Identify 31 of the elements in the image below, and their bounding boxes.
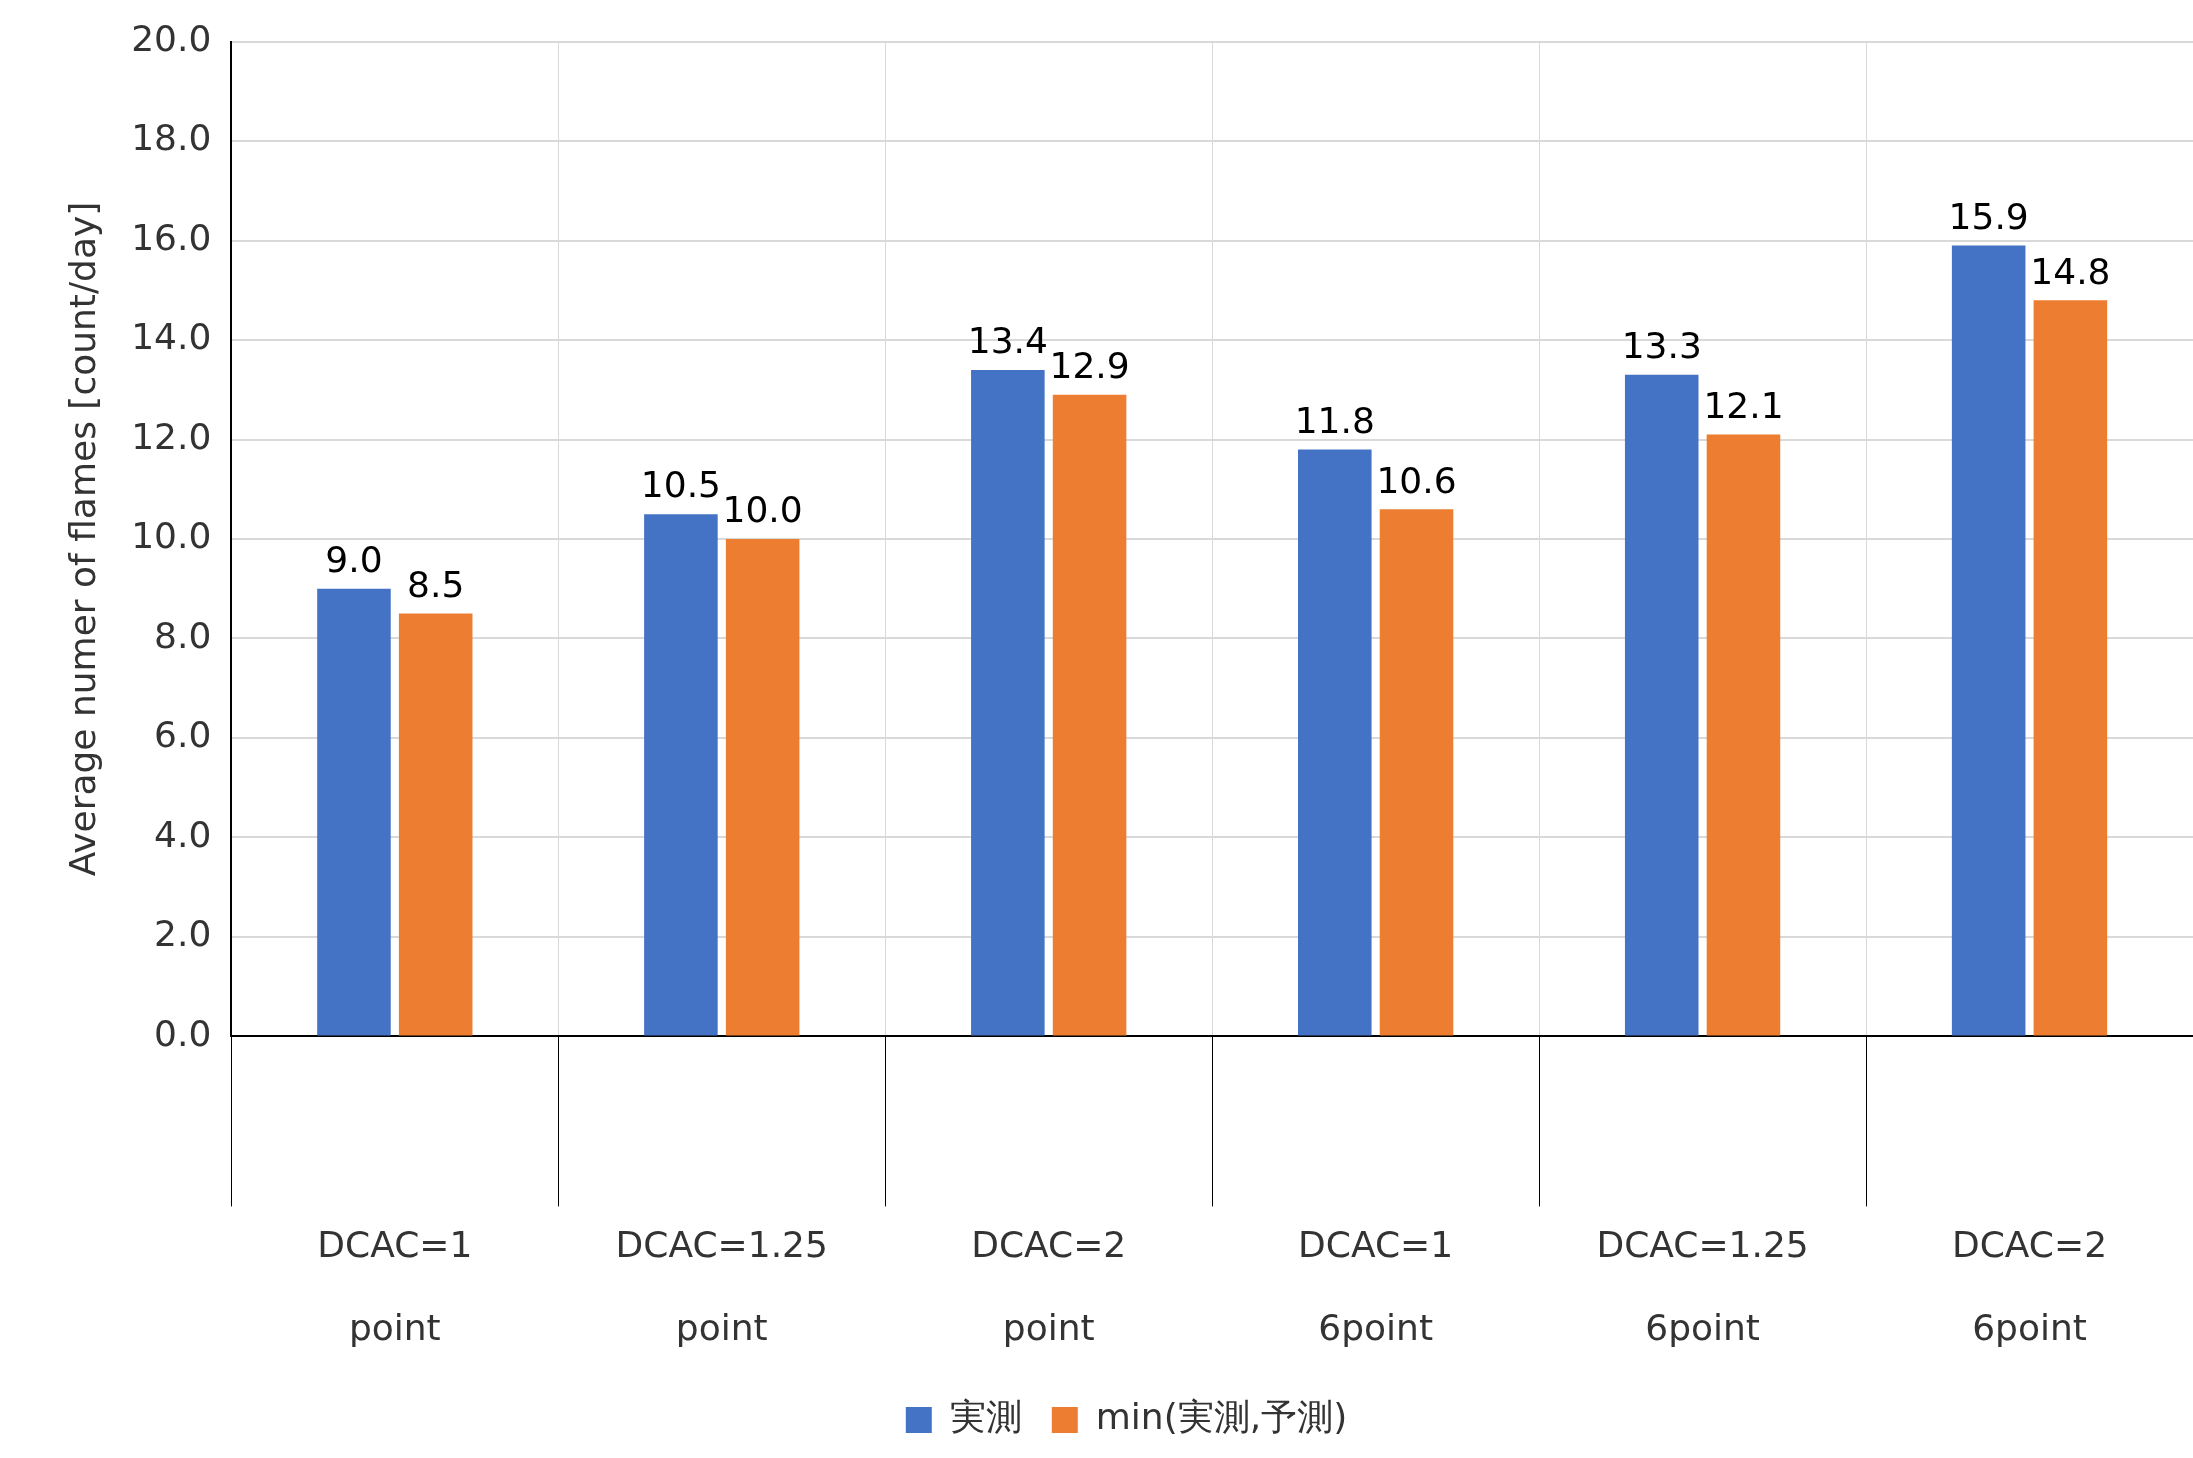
y-tick-label: 10.0: [131, 515, 212, 557]
y-tick-label: 12.0: [131, 415, 212, 457]
data-label: 10.0: [722, 489, 803, 531]
data-label: 13.4: [967, 320, 1048, 362]
data-label: 11.8: [1294, 399, 1375, 441]
data-label: 8.5: [407, 563, 465, 605]
y-tick-label: 16.0: [131, 216, 212, 258]
y-tick-label: 14.0: [131, 316, 212, 358]
data-label: 9.0: [325, 539, 383, 581]
data-label: 12.1: [1703, 384, 1784, 426]
y-tick-label: 6.0: [154, 714, 212, 756]
y-tick-label: 2.0: [154, 913, 212, 955]
y-tick-label: 8.0: [154, 614, 212, 656]
x-tick-label: DCAC=1.25 point: [615, 1224, 828, 1348]
data-label: 10.5: [640, 464, 721, 506]
data-label: 15.9: [1948, 195, 2029, 237]
y-axis-title: Average numer of flames [count/day]: [61, 201, 103, 877]
data-label: 14.8: [2030, 250, 2111, 292]
y-tick-label: 20.0: [131, 17, 212, 59]
y-tick-label: 0.0: [154, 1012, 212, 1054]
legend-label: 実測: [949, 1396, 1022, 1438]
x-tick-label: DCAC=2 6point: [1952, 1224, 2108, 1348]
data-label: 12.9: [1049, 345, 1130, 387]
legend-label: min(実測,予測): [1095, 1396, 1348, 1438]
y-tick-label: 18.0: [131, 117, 212, 159]
data-label: 13.3: [1621, 325, 1702, 367]
y-tick-label: 4.0: [154, 813, 212, 855]
x-tick-label: DCAC=1 6point: [1298, 1224, 1454, 1348]
x-tick-label: DCAC=1.25 6point: [1596, 1224, 1809, 1348]
x-tick-label: DCAC=1 point: [317, 1224, 473, 1348]
data-label: 10.6: [1376, 459, 1457, 501]
